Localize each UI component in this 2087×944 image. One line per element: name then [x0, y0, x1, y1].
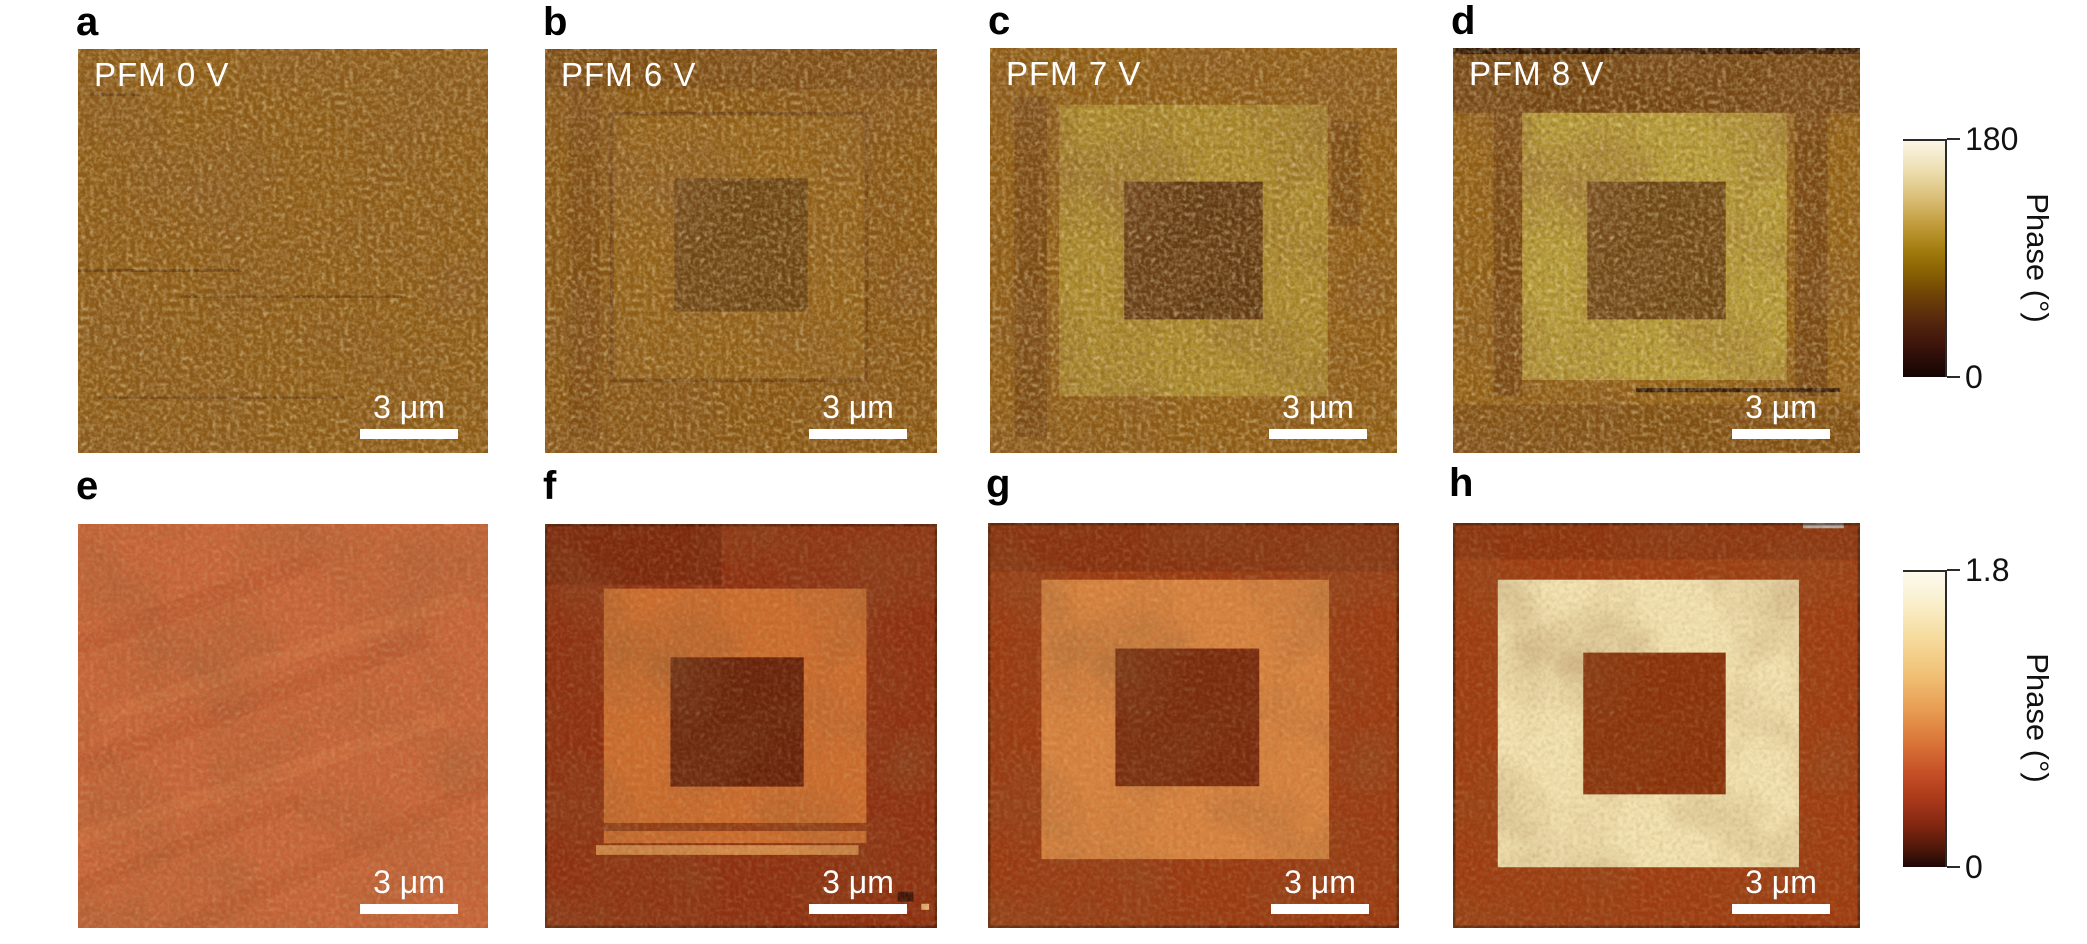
panel-g: 3 μm — [988, 523, 1399, 928]
voltage-label: PFM 6 V — [561, 56, 697, 93]
panel-label-e: e — [76, 464, 99, 508]
scalebar-label: 3 μm — [822, 864, 894, 900]
colorbar-gradient — [1903, 139, 1947, 377]
panel-label-d: d — [1451, 0, 1476, 43]
panel-c: PFM 7 V 3 μm — [990, 48, 1397, 453]
panel-label-h: h — [1449, 461, 1474, 505]
pfm-phase-image-a — [78, 49, 488, 453]
panel-f: 3 μm — [545, 524, 937, 928]
colorbar-tick-max — [1947, 138, 1960, 140]
scalebar — [809, 429, 907, 439]
colorbar-axis-label: Phase (°) — [2020, 193, 2055, 323]
pfm-phase-image-e — [78, 524, 488, 928]
colorbar-gradient — [1903, 570, 1947, 867]
scalebar-label: 3 μm — [1282, 389, 1354, 425]
panel-h: 3 μm — [1453, 523, 1860, 928]
panel-label-a: a — [76, 0, 99, 44]
noise-overlay — [990, 48, 1397, 453]
panel-label-b: b — [543, 0, 568, 44]
scalebar-label: 3 μm — [373, 864, 445, 900]
colorbar-tick-min — [1947, 376, 1960, 378]
colorbar-phase-top: 180 0 Phase (°) — [1903, 123, 2087, 393]
scalebar — [1732, 904, 1830, 914]
scalebar — [1271, 904, 1369, 914]
scalebar-label: 3 μm — [1745, 864, 1817, 900]
scalebar-label: 3 μm — [1745, 389, 1817, 425]
panel-a: PFM 0 V 3 μm — [78, 49, 488, 453]
voltage-label: PFM 0 V — [94, 56, 230, 93]
pfm-phase-image-h — [1453, 523, 1860, 928]
colorbar-max-label: 180 — [1965, 121, 2019, 157]
colorbar-max-label: 1.8 — [1965, 552, 2010, 588]
pfm-phase-image-b — [545, 49, 937, 453]
noise-overlay — [78, 524, 488, 928]
pfm-phase-image-c — [990, 48, 1397, 453]
colorbar-phase-bottom: 1.8 0 Phase (°) — [1903, 554, 2087, 883]
scalebar — [360, 904, 458, 914]
panel-d: PFM 8 V 3 μm — [1453, 48, 1860, 453]
panel-label-c: c — [988, 0, 1011, 43]
scalebar — [809, 904, 907, 914]
colorbar-axis-label: Phase (°) — [2020, 653, 2055, 783]
scalebar — [1269, 429, 1367, 439]
panel-b: PFM 6 V 3 μm — [545, 49, 937, 453]
noise-overlay — [545, 49, 937, 453]
scalebar-label: 3 μm — [1284, 864, 1356, 900]
noise-overlay — [1453, 48, 1860, 453]
noise-overlay — [78, 49, 488, 453]
panel-label-g: g — [986, 462, 1011, 506]
colorbar-min-label: 0 — [1965, 359, 1983, 395]
noise-overlay — [1453, 523, 1860, 928]
pfm-phase-image-f — [545, 524, 937, 928]
scalebar-label: 3 μm — [373, 389, 445, 425]
voltage-label: PFM 8 V — [1469, 55, 1605, 92]
voltage-label: PFM 7 V — [1006, 55, 1142, 92]
colorbar-min-label: 0 — [1965, 849, 1983, 885]
pfm-phase-image-d — [1453, 48, 1860, 453]
scalebar-label: 3 μm — [822, 389, 894, 425]
pfm-phase-image-g — [988, 523, 1399, 928]
noise-overlay — [988, 523, 1399, 928]
scalebar — [1732, 429, 1830, 439]
noise-overlay — [545, 524, 937, 928]
colorbar-tick-min — [1947, 866, 1960, 868]
panel-label-f: f — [543, 464, 557, 508]
scalebar — [360, 429, 458, 439]
panel-e: 3 μm — [78, 524, 488, 928]
colorbar-tick-max — [1947, 569, 1960, 571]
